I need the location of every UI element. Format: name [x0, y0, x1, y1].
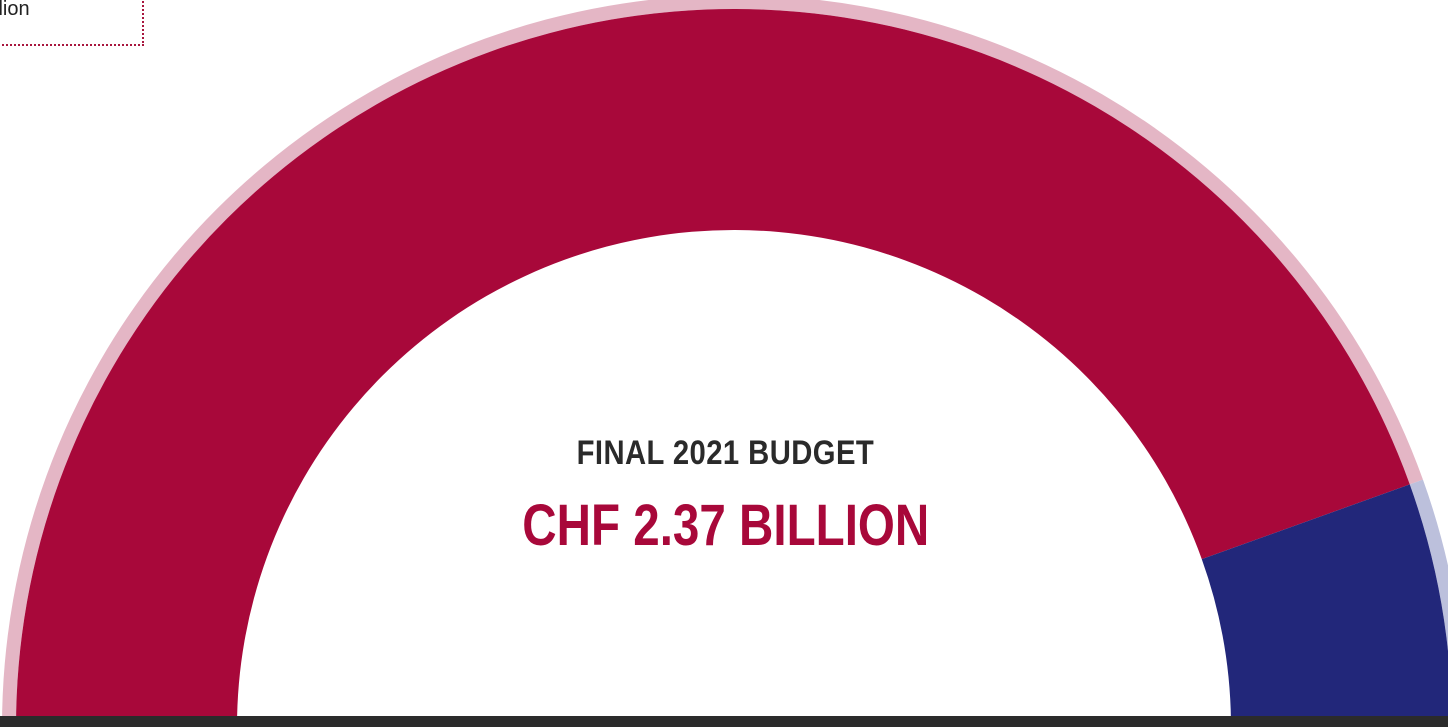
- segment-1: [16, 9, 1410, 727]
- callout-label: llion: [0, 0, 30, 20]
- chart-title: FINAL 2021 BUDGET: [576, 434, 875, 472]
- callout-box: llion: [0, 0, 144, 46]
- segment-2: [1201, 484, 1448, 721]
- bottom-bar: [0, 716, 1448, 727]
- segment-ring-2: [1409, 479, 1448, 652]
- chart-total-value: CHF 2.37 BILLION: [522, 493, 930, 558]
